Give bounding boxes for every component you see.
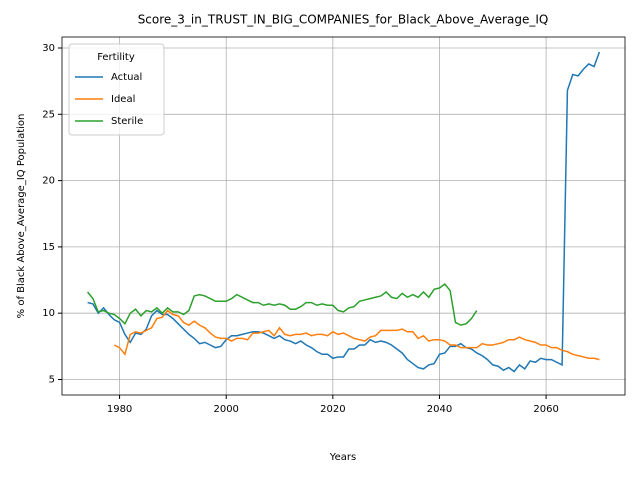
x-tick-label: 2040 [427, 404, 452, 415]
y-tick-label: 5 [49, 374, 55, 385]
y-tick-label: 10 [42, 308, 55, 319]
legend-box [68, 43, 165, 136]
legend-label: Sterile [111, 116, 143, 127]
chart-title: Score_3_in_TRUST_IN_BIG_COMPANIES_for_Bl… [138, 13, 549, 27]
y-tick-label: 30 [42, 43, 55, 54]
x-axis-label: Years [329, 452, 356, 463]
data-line [113, 309, 600, 361]
legend: Fertility Actual Ideal Sterile [68, 43, 165, 136]
plot-frame [61, 36, 626, 396]
legend-label: Ideal [111, 94, 135, 105]
legend-label: Actual [111, 72, 142, 83]
data-line [87, 282, 478, 326]
x-tick-label: 1980 [107, 404, 132, 415]
x-tick-label: 2000 [213, 404, 238, 415]
y-axis-label: % of Black Above_Average_IQ Population [16, 114, 27, 319]
data-line [87, 51, 601, 373]
legend-title: Fertility [97, 52, 135, 63]
x-tick-label: 2060 [533, 404, 558, 415]
y-tick-label: 20 [42, 176, 55, 187]
y-tick-label: 25 [42, 109, 55, 120]
x-tick-label: 2020 [320, 404, 345, 415]
y-tick-label: 15 [42, 242, 55, 253]
